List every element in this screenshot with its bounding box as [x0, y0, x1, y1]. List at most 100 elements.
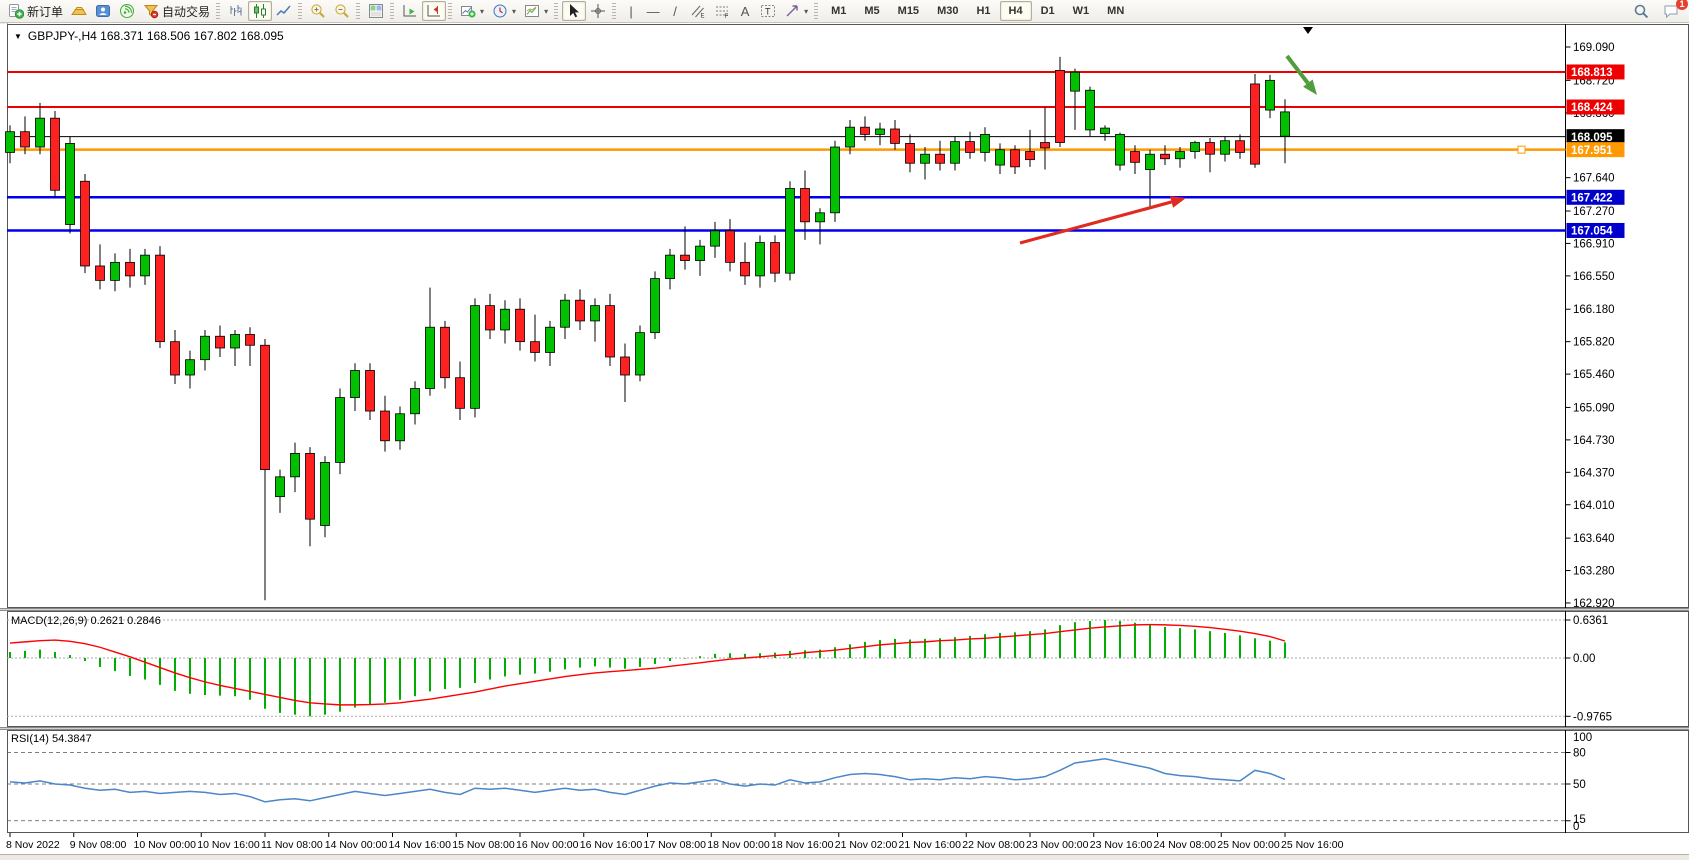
templates-button-dropdown-icon[interactable]: ▾: [544, 6, 549, 16]
candle-28: [425, 326, 435, 389]
vertical-line-button[interactable]: |: [620, 1, 642, 21]
cursor-button[interactable]: [562, 1, 587, 21]
line-chart-button[interactable]: [272, 1, 296, 21]
templates-button[interactable]: ▾: [520, 1, 552, 21]
notifications-button[interactable]: 1: [1659, 0, 1688, 21]
time-label: 25 Nov 00:00: [1217, 839, 1280, 851]
autotrading-button-label: 自动交易: [162, 4, 211, 19]
signals-button[interactable]: [115, 1, 139, 21]
clock-icon: [492, 3, 508, 19]
rsi-tick-0: 0: [1573, 821, 1579, 833]
toolbar-grip[interactable]: [554, 3, 559, 19]
candle-33: [500, 308, 510, 331]
periods-button[interactable]: ▾: [488, 1, 520, 21]
toolbar-grip[interactable]: [390, 3, 395, 19]
toolbar-grip[interactable]: [216, 3, 221, 19]
price-chart-canvas[interactable]: 169.090168.720168.360167.640167.270166.9…: [0, 24, 1689, 610]
text-button[interactable]: A: [734, 1, 756, 21]
candlestick-button[interactable]: [248, 1, 273, 21]
shapes-icon: [784, 3, 800, 19]
level-handle[interactable]: [1517, 145, 1526, 154]
market-watch-button[interactable]: [67, 1, 91, 21]
candle-12: [185, 359, 195, 376]
price-tag-167.422: 167.422: [1571, 193, 1613, 205]
indicators-button[interactable]: ▾: [456, 1, 488, 21]
panel-splitter-rsi[interactable]: [0, 727, 1689, 730]
zoom-in-button[interactable]: [306, 1, 330, 21]
tile-windows-button[interactable]: [364, 1, 388, 21]
timeframe-mn-button[interactable]: MN: [1098, 1, 1133, 21]
fibonacci-button[interactable]: F: [710, 1, 734, 21]
auto-scroll-button[interactable]: [398, 1, 422, 21]
candle-69: [1040, 142, 1050, 149]
rsi-panel[interactable]: 100 80 50 15 0: [0, 730, 1689, 833]
indicators-button-dropdown-icon[interactable]: ▾: [480, 6, 485, 16]
time-label: 17 Nov 08:00: [644, 839, 707, 851]
shapes-button[interactable]: ▾: [780, 1, 812, 21]
rsi-line: [9, 758, 1286, 803]
bar-chart-button[interactable]: [224, 1, 248, 21]
periods-button-dropdown-icon[interactable]: ▾: [512, 6, 517, 16]
time-axis[interactable]: 8 Nov 2022 9 Nov 08:00 10 Nov 00:00 10 Nov …: [0, 833, 1689, 854]
candle-24: [365, 370, 375, 412]
timeframe-w1-button[interactable]: W1: [1064, 1, 1099, 21]
svg-text:162.920: 162.920: [1573, 598, 1615, 608]
autotrading-button[interactable]: 自动交易: [139, 1, 214, 21]
chart-shift-button[interactable]: [422, 1, 447, 21]
candle-70: [1055, 70, 1065, 143]
candle-58: [875, 128, 885, 135]
candle-8: [125, 261, 135, 277]
trendline-button[interactable]: /: [664, 1, 686, 21]
candle-72: [1085, 89, 1095, 131]
red-up-arrow[interactable]: [1019, 200, 1172, 245]
community-icon: [95, 3, 111, 19]
shapes-button-dropdown-icon[interactable]: ▾: [804, 6, 809, 16]
crosshair-button[interactable]: [586, 1, 610, 21]
toolbar-grip[interactable]: [814, 3, 819, 19]
candle-57: [860, 126, 870, 135]
community-button[interactable]: [91, 1, 115, 21]
candle-19: [290, 452, 300, 478]
candle-45: [680, 254, 690, 261]
candle-74: [1115, 134, 1125, 166]
candle-76: [1145, 153, 1155, 170]
toolbar-grip[interactable]: [612, 3, 617, 19]
time-label: 25 Nov 16:00: [1281, 839, 1344, 851]
zoom-out-icon: [334, 3, 350, 19]
green-down-arrow[interactable]: [1285, 54, 1310, 85]
toolbar-grip[interactable]: [356, 3, 361, 19]
candle-81: [1220, 140, 1230, 155]
text-label-button[interactable]: T: [756, 1, 780, 21]
candle-4: [65, 143, 75, 225]
horizontal-levels[interactable]: [7, 70, 1566, 232]
timeframe-h1-button[interactable]: H1: [967, 1, 999, 21]
macd-panel[interactable]: 0.6361 0.00 -0.9765: [0, 611, 1689, 727]
timeframe-h4-button[interactable]: H4: [999, 1, 1032, 21]
timeframe-m1-button[interactable]: M1: [822, 1, 855, 21]
timeframe-m15-button[interactable]: M15: [889, 1, 928, 21]
toolbar-grip[interactable]: [298, 3, 303, 19]
timeframe-m30-button-label: M30: [937, 5, 959, 17]
search-button[interactable]: [1629, 1, 1653, 21]
new-order-button[interactable]: 新订单: [4, 1, 67, 21]
toolbar-grip[interactable]: [448, 3, 453, 19]
timeframe-m30-button[interactable]: M30: [928, 1, 967, 21]
equidistant-channel-button[interactable]: E: [686, 1, 710, 21]
rsi-canvas: 100 80 50 150: [7, 730, 1689, 833]
horizontal-line-button[interactable]: —: [642, 1, 664, 21]
chart-title: ▼ GBPJPY-,H4 168.371 168.506 167.802 168…: [14, 29, 284, 43]
price-tag-167.054: 167.054: [1571, 226, 1613, 238]
autoscroll-icon: [402, 3, 418, 19]
timeframe-d1-button[interactable]: D1: [1032, 1, 1064, 21]
svg-text:164.730: 164.730: [1573, 435, 1615, 447]
collapse-arrow-icon[interactable]: ▼: [14, 31, 22, 41]
rsi-tick-15: 15: [1573, 814, 1586, 826]
template-icon: [524, 3, 540, 19]
timeframe-m5-button[interactable]: M5: [855, 1, 888, 21]
panel-splitter-macd[interactable]: [0, 608, 1689, 611]
zoom-out-button[interactable]: [330, 1, 354, 21]
chart-shift-marker[interactable]: [1303, 27, 1313, 34]
price-chart-panel[interactable]: 169.090168.720168.360167.640167.270166.9…: [0, 24, 1689, 610]
